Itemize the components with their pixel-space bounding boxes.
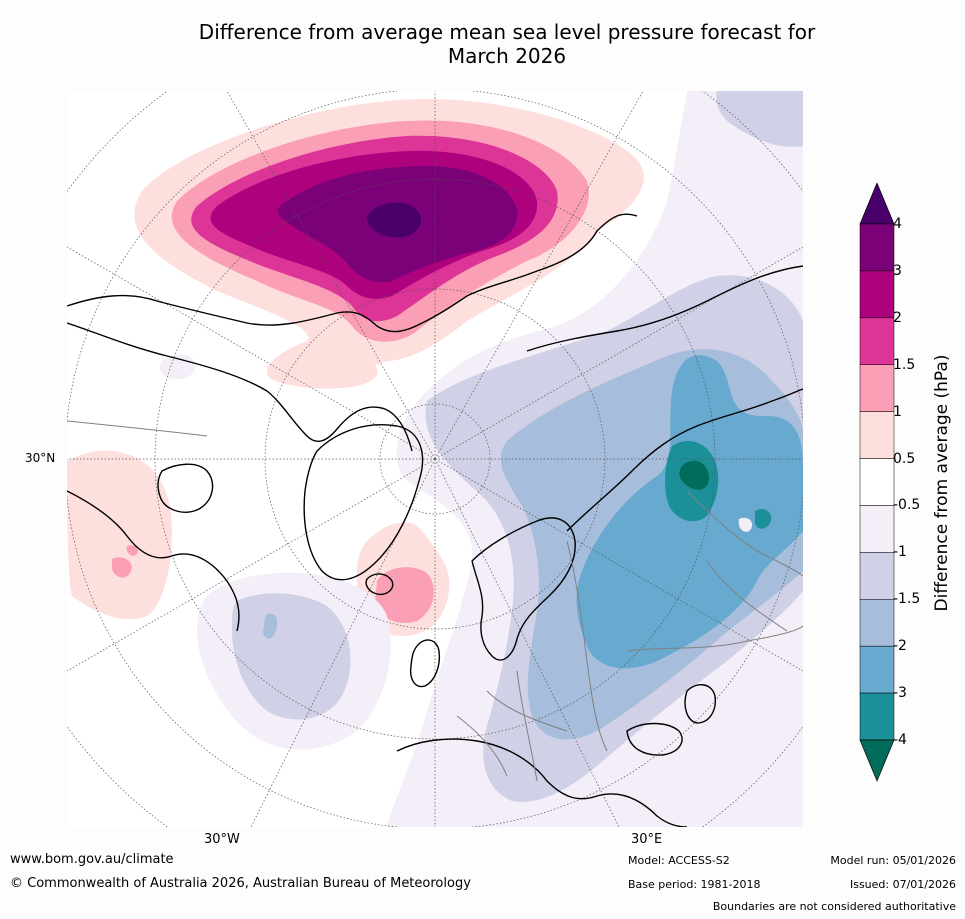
- coastline-canada: [67, 322, 413, 452]
- meridian-60e: [434, 458, 803, 672]
- positive-anomaly-pacific: [134, 99, 644, 384]
- meridian-120w: [67, 246, 436, 460]
- colorbar-segment: [859, 223, 895, 272]
- colorbar-tick-label: -1.5: [893, 591, 921, 608]
- title-line-1: Difference from average mean sea level p…: [198, 20, 816, 44]
- colorbar-segment: [859, 505, 895, 553]
- contour-pos-0-5: [67, 450, 172, 620]
- base-period-info: Base period: 1981-2018: [628, 878, 761, 891]
- longitude-label-30w: 30°W: [204, 832, 240, 847]
- coastline-baltic-russia: [566, 388, 803, 532]
- contour-neg-3: [755, 509, 772, 529]
- border-europe-1: [486, 690, 568, 732]
- colorbar-graphic: [859, 182, 895, 782]
- border-canada-us: [67, 420, 208, 437]
- map-panel: [67, 91, 803, 827]
- copyright-text: © Commonwealth of Australia 2026, Austra…: [10, 876, 471, 891]
- contour-pos-0-5: [267, 356, 378, 389]
- country-borders: [67, 420, 803, 782]
- latitude-circle-70: [264, 288, 606, 630]
- border-kazakhstan: [626, 625, 803, 652]
- meridian-150w: [226, 91, 436, 460]
- negative-anomaly-eurasia: [387, 91, 803, 827]
- issued-info: Issued: 07/01/2026: [849, 878, 956, 891]
- colorbar-tick-label: 2: [893, 309, 902, 326]
- contour-pos-1: [375, 567, 434, 624]
- coastline-black-sea: [626, 722, 683, 756]
- colorbar-segment: [859, 411, 895, 459]
- colorbar-segments: [859, 223, 895, 741]
- coastline-greenland: [303, 424, 424, 581]
- title-line-2: March 2026: [447, 44, 567, 68]
- coastline-alaska-siberia: [67, 213, 638, 333]
- latitude-circle-80: [379, 403, 491, 515]
- border-europe-2: [516, 670, 538, 782]
- meridian-150e: [434, 91, 644, 460]
- colorbar-tick-label: 3: [893, 262, 902, 279]
- contour-neg-1: [716, 91, 803, 147]
- coastline-siberia-north: [526, 265, 803, 352]
- coastline-caspian: [684, 684, 716, 724]
- latitude-label-30n: 30°N: [25, 451, 56, 465]
- colorbar-tick-label: -4: [893, 732, 907, 748]
- colorbar-tick-label: -1: [893, 544, 907, 561]
- border-europe-3: [456, 715, 508, 777]
- colorbar-segment: [859, 552, 895, 600]
- border-russia-west: [566, 540, 608, 752]
- disclaimer-text: Boundaries are not considered authoritat…: [712, 900, 956, 913]
- colorbar-segment: [859, 645, 895, 694]
- contour-neg-1-5: [263, 613, 278, 639]
- colorbar-segment: [859, 317, 895, 365]
- colorbar-tick-label: 4: [893, 216, 902, 232]
- model-run-info: Model run: 05/01/2026: [830, 854, 956, 867]
- contour-neg-4: [679, 460, 710, 490]
- colorbar-label: Difference from average (hPa): [932, 354, 952, 612]
- colorbar-segment: [859, 599, 895, 647]
- graticule: [67, 91, 803, 827]
- map-title: Difference from average mean sea level p…: [0, 20, 965, 68]
- coastline-iceland: [365, 573, 394, 596]
- border-china-south: [706, 560, 788, 632]
- colorbar-segment: [859, 692, 895, 741]
- border-mongolia-china: [686, 490, 803, 577]
- colorbar-tick-label: -3: [893, 685, 907, 702]
- colorbar: [858, 182, 965, 783]
- coastline-hudson-bay: [157, 463, 214, 513]
- model-info: Model: ACCESS-S2: [628, 854, 730, 867]
- meridian-60w: [67, 458, 436, 672]
- coastline-europe-south: [396, 738, 688, 827]
- contour-pos-4: [367, 202, 422, 238]
- colorbar-under-arrow: [859, 739, 895, 782]
- colorbar-tick-label: 0.5: [893, 450, 916, 467]
- colorbar-segment: [859, 270, 895, 319]
- colorbar-segment: [859, 364, 895, 412]
- longitude-label-30e: 30°E: [631, 832, 663, 847]
- meridian-120e: [434, 246, 803, 460]
- website-link[interactable]: www.bom.gov.au/climate: [10, 852, 174, 867]
- colorbar-tick-label: 1: [893, 403, 902, 420]
- positive-anomaly-atlantic: [67, 356, 450, 636]
- coastline-scandinavia: [471, 517, 576, 661]
- colorbar-over-arrow: [859, 182, 895, 225]
- contour-neg-0-5: [738, 517, 753, 532]
- coastline-north-america-east: [67, 490, 240, 632]
- colorbar-tick-label: -2: [893, 638, 907, 655]
- contour-pos-1: [126, 545, 138, 556]
- colorbar-segment: [859, 458, 895, 506]
- coastline-uk: [409, 639, 441, 688]
- contour-pos-1: [112, 557, 132, 578]
- coastlines: [67, 213, 803, 827]
- colorbar-tick-label: -0.5: [893, 497, 921, 514]
- pressure-anomaly-map: [67, 91, 803, 827]
- colorbar-tick-label: 1.5: [893, 356, 916, 373]
